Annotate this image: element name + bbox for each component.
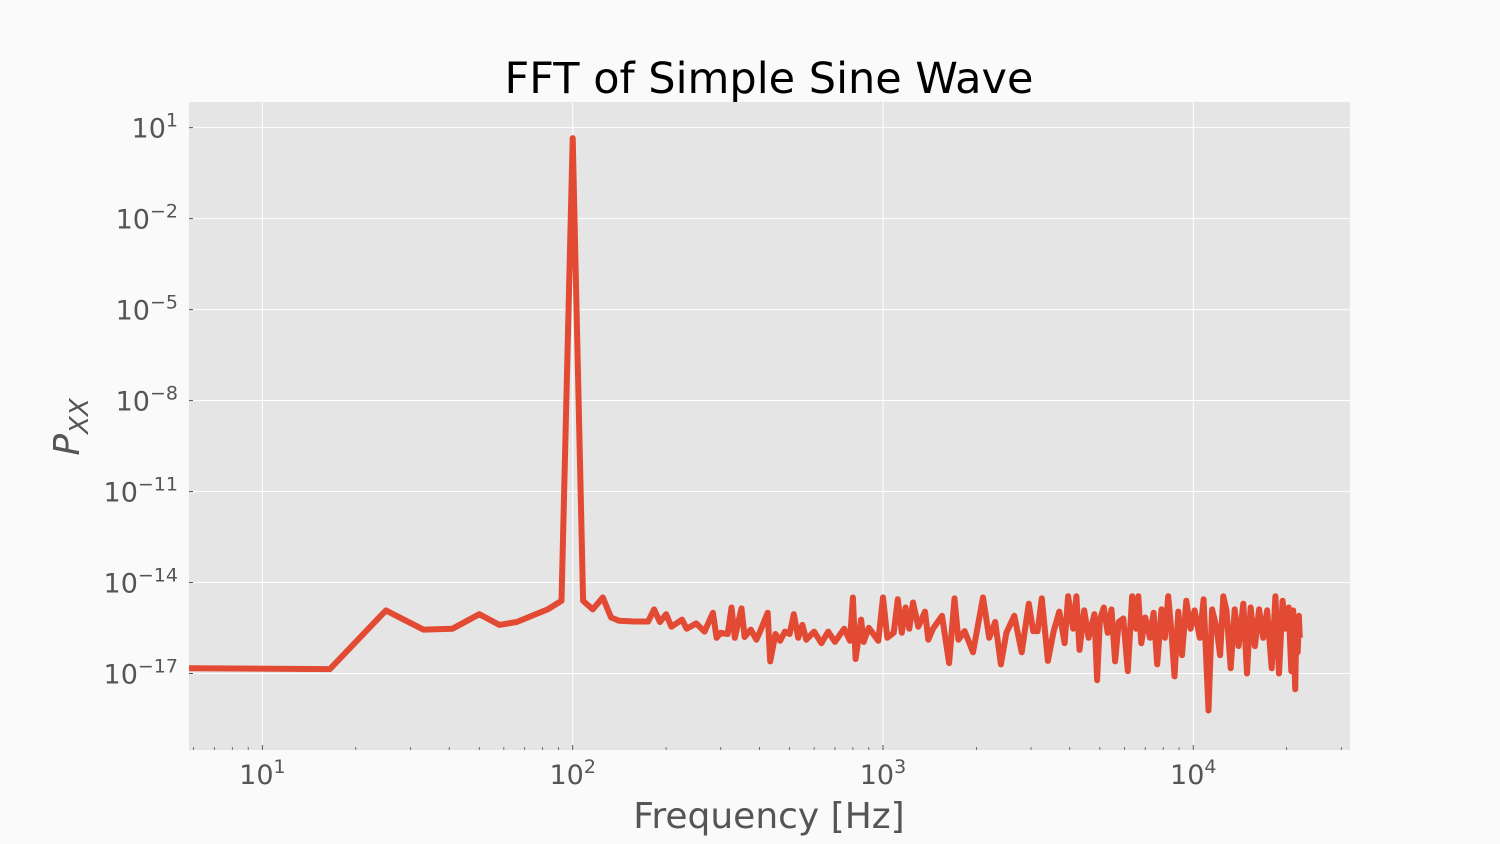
x-tick-label: 103 <box>860 756 906 791</box>
x-tick-label: 102 <box>549 756 595 791</box>
y-tick-label-exp: 1 <box>166 110 178 132</box>
y-tick-label-base: 10 <box>116 296 150 327</box>
x-tick-label-base: 10 <box>1170 760 1204 791</box>
x-tick-label: 101 <box>239 756 285 791</box>
y-tick-label: 10−17 <box>104 655 178 690</box>
y-tick-label-exp: −5 <box>150 292 178 314</box>
y-axis-label: PXX <box>47 397 95 456</box>
grid <box>189 102 1350 750</box>
y-tick-label-exp: −17 <box>138 655 178 677</box>
series-group <box>188 135 1303 714</box>
x-axis-label: Frequency [Hz] <box>633 796 904 837</box>
y-tick-label-exp: −14 <box>138 565 178 587</box>
y-tick-label: 10−2 <box>116 201 178 236</box>
y-tick-label: 10−11 <box>104 474 178 509</box>
y-tick-label-base: 10 <box>104 569 138 600</box>
y-tick-label-exp: −8 <box>150 383 178 405</box>
y-tick-label: 10−5 <box>116 292 178 327</box>
x-tick-label-exp: 1 <box>274 756 286 778</box>
x-tick-label-exp: 2 <box>584 756 596 778</box>
x-tick-label-base: 10 <box>860 760 894 791</box>
series-line <box>188 135 1303 714</box>
y-tick-label-base: 10 <box>104 659 138 690</box>
x-tick-label: 104 <box>1170 756 1216 791</box>
y-tick-label: 101 <box>132 110 178 145</box>
x-tick-label-base: 10 <box>239 760 273 791</box>
y-tick-label-base: 10 <box>116 387 150 418</box>
y-tick-label-exp: −11 <box>138 474 178 496</box>
y-tick-label-exp: −2 <box>150 201 178 223</box>
chart-title: FFT of Simple Sine Wave <box>505 54 1034 104</box>
minor-ticks <box>189 127 1342 750</box>
x-tick-label-base: 10 <box>549 760 583 791</box>
y-axis-label-base: P <box>47 434 88 456</box>
x-tick-label-exp: 3 <box>894 756 906 778</box>
y-tick-label: 10−14 <box>104 565 178 600</box>
y-tick-label-base: 10 <box>132 114 166 145</box>
y-axis-label-sub: XX <box>65 397 95 436</box>
y-tick-label-base: 10 <box>116 205 150 236</box>
y-tick-label: 10−8 <box>116 383 178 418</box>
x-tick-label-exp: 4 <box>1204 756 1216 778</box>
y-tick-label-base: 10 <box>104 478 138 509</box>
x-tick-labels: 101 102 103 104 <box>239 756 1216 791</box>
